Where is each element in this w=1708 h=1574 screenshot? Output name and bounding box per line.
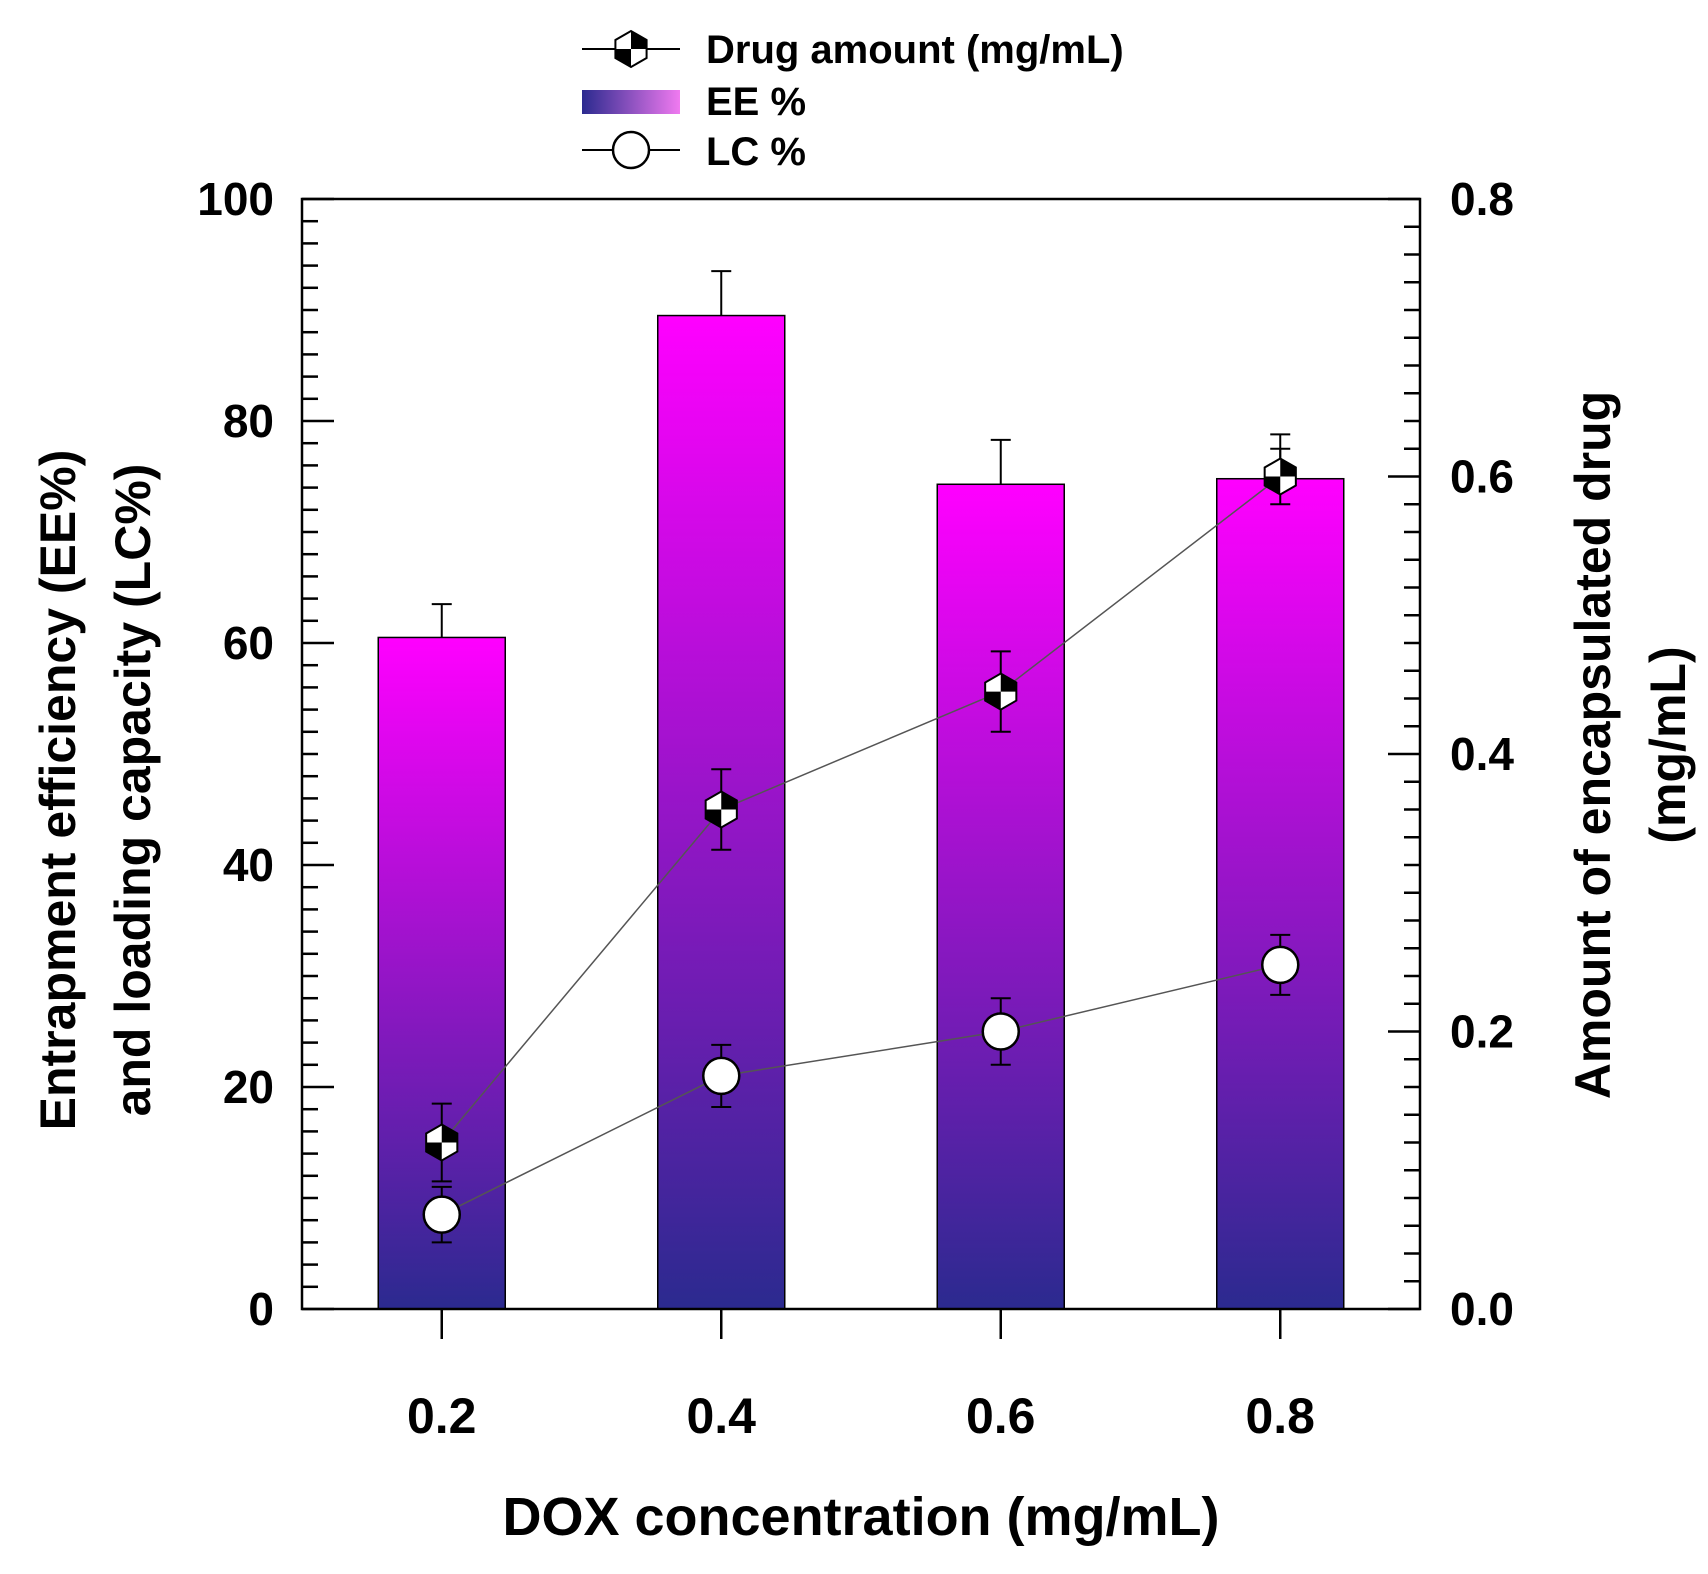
left-tick-label: 60	[223, 617, 274, 669]
left-tick-label: 100	[197, 173, 274, 225]
axes-layer: 0 20 40 60 80 100 0.0 0.2 0.4 0.6 0.8 0.2 0.4 0.6 0.8	[197, 173, 1514, 1444]
right-tick-label: 0.6	[1450, 451, 1514, 503]
left-axis-title-line2: and loading capacity (LC%)	[105, 464, 161, 1117]
legend-drug-marker	[614, 29, 648, 69]
left-tick-label: 20	[223, 1061, 274, 1113]
left-tick-label: 0	[248, 1283, 274, 1335]
drug-marker-fill-bottom	[426, 1142, 442, 1161]
right-tick-label: 0.8	[1450, 173, 1514, 225]
right-axis-title-line1: Amount of encapsulated drug	[1565, 391, 1621, 1099]
left-tick-label: 80	[223, 395, 274, 447]
lc-point	[1261, 945, 1300, 985]
drug-marker-fill-top	[441, 1124, 458, 1143]
x-tick-label: 0.2	[407, 1388, 477, 1444]
ee-bar	[1216, 477, 1345, 1310]
legend-label-lc: LC %	[706, 130, 806, 174]
legend-label-drug: Drug amount (mg/mL)	[706, 28, 1124, 72]
drug-marker-fill-top	[631, 31, 647, 49]
x-tick-label: 0.6	[966, 1388, 1036, 1444]
drug-marker-fill-top	[1000, 673, 1017, 692]
lc-point	[422, 1195, 461, 1234]
drug-marker-fill-bottom	[985, 691, 1001, 710]
x-axis-title: DOX concentration (mg/mL)	[502, 1487, 1219, 1547]
lines-layer	[422, 447, 1300, 1244]
legend-lc-marker	[611, 130, 651, 170]
ee-bar	[936, 483, 1065, 1310]
lc-series-line	[441, 964, 1281, 1216]
drug-series-line	[441, 475, 1281, 1143]
drug-marker-fill-top	[1280, 458, 1296, 477]
right-axis-title-line2: (mg/mL)	[1640, 646, 1696, 843]
drug-marker-fill-bottom	[615, 49, 631, 67]
drug-marker-fill-top	[721, 791, 737, 810]
right-tick-label: 0.4	[1450, 728, 1514, 780]
drug-marker-fill-bottom	[705, 809, 722, 828]
lc-point	[981, 1012, 1020, 1051]
right-tick-label: 0.2	[1450, 1006, 1514, 1058]
left-tick-label: 40	[223, 839, 274, 891]
left-axis-title-line1: Entrapment efficiency (EE%)	[30, 450, 86, 1131]
x-tick-label: 0.8	[1245, 1388, 1315, 1444]
right-tick-label: 0.0	[1450, 1283, 1514, 1335]
lc-point	[702, 1056, 741, 1096]
legend: Drug amount (mg/mL) EE % LC %	[582, 28, 1124, 174]
drug-marker-fill-bottom	[1264, 476, 1281, 495]
x-tick-label: 0.4	[686, 1388, 756, 1444]
legend-label-ee: EE %	[706, 80, 806, 124]
bars-layer	[377, 270, 1345, 1310]
legend-ee-swatch	[582, 90, 680, 114]
